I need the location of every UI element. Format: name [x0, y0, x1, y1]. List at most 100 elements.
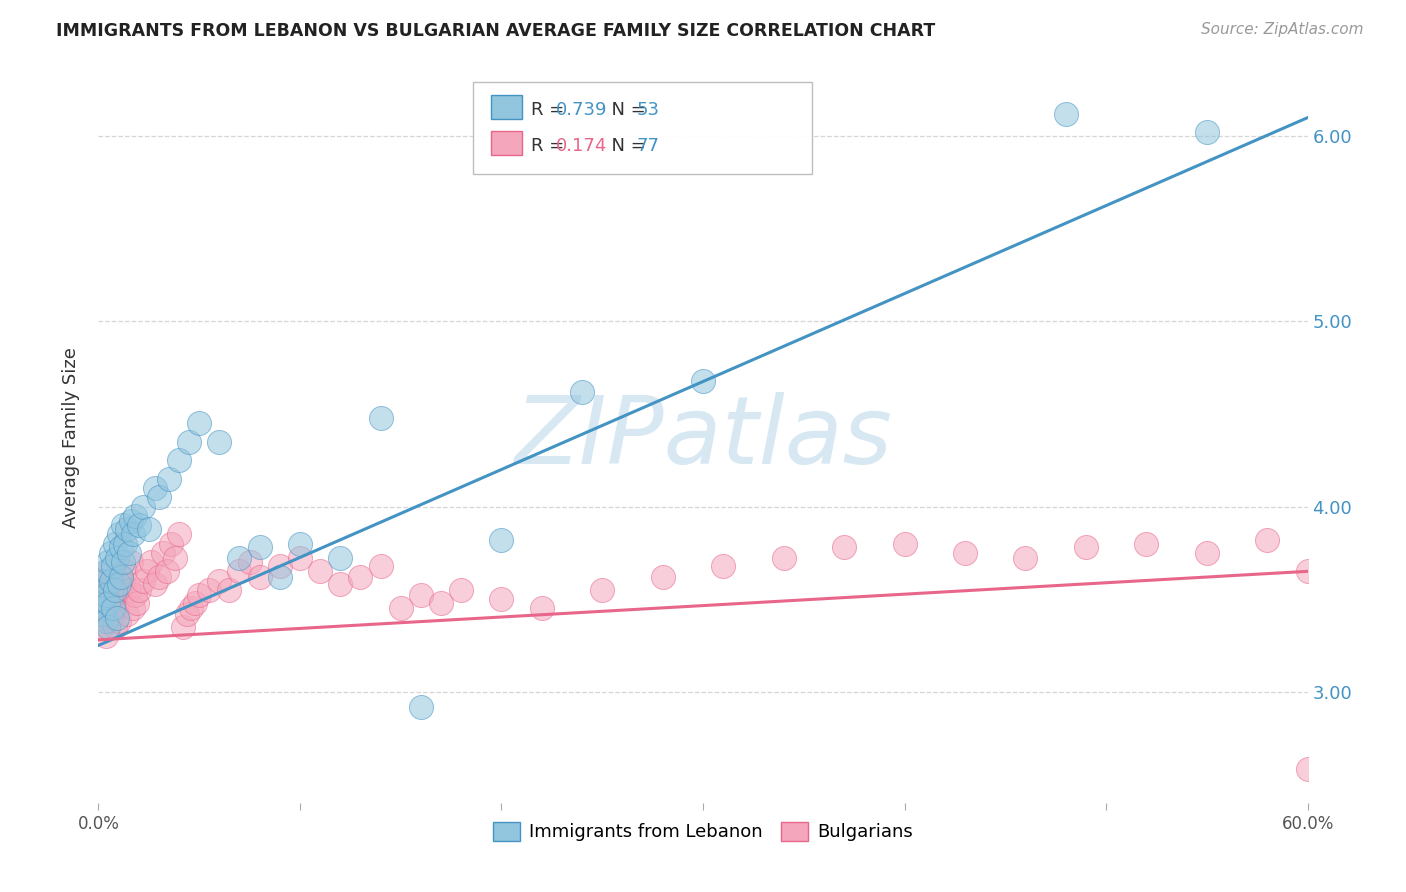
- Point: [124, 508, 146, 523]
- Point: [530, 601, 553, 615]
- Text: 0.739: 0.739: [555, 101, 607, 119]
- Point: [105, 574, 128, 588]
- Text: N =: N =: [600, 137, 652, 155]
- Point: [118, 582, 141, 597]
- Point: [208, 434, 231, 449]
- Point: [91, 620, 114, 634]
- Point: [110, 570, 132, 584]
- Point: [157, 472, 180, 486]
- Point: [188, 588, 211, 602]
- Point: [115, 522, 138, 536]
- Point: [1135, 536, 1157, 550]
- Point: [148, 490, 170, 504]
- Point: [121, 527, 143, 541]
- Point: [309, 565, 332, 579]
- FancyBboxPatch shape: [492, 131, 522, 155]
- Point: [97, 596, 120, 610]
- Point: [167, 453, 190, 467]
- Point: [96, 592, 118, 607]
- Point: [100, 615, 122, 629]
- Point: [491, 533, 513, 547]
- Point: [103, 588, 125, 602]
- Point: [172, 620, 194, 634]
- Point: [591, 582, 613, 597]
- Point: [114, 536, 136, 550]
- Point: [121, 601, 143, 615]
- Text: ZIPatlas: ZIPatlas: [515, 392, 891, 483]
- Point: [120, 514, 142, 528]
- Point: [288, 536, 311, 550]
- Point: [249, 570, 271, 584]
- Point: [96, 615, 118, 629]
- Point: [96, 565, 118, 579]
- Point: [132, 574, 155, 588]
- Point: [93, 574, 115, 588]
- Point: [156, 565, 179, 579]
- Text: IMMIGRANTS FROM LEBANON VS BULGARIAN AVERAGE FAMILY SIZE CORRELATION CHART: IMMIGRANTS FROM LEBANON VS BULGARIAN AVE…: [56, 22, 935, 40]
- Point: [111, 518, 134, 533]
- Point: [1054, 107, 1077, 121]
- Point: [124, 588, 146, 602]
- Point: [103, 582, 125, 597]
- Point: [132, 500, 155, 514]
- Point: [125, 596, 148, 610]
- Point: [110, 570, 132, 584]
- Point: [101, 601, 124, 615]
- Point: [97, 555, 120, 569]
- Point: [218, 582, 240, 597]
- Point: [163, 551, 186, 566]
- Point: [228, 551, 250, 566]
- Point: [120, 555, 142, 569]
- Point: [953, 546, 976, 560]
- Point: [329, 577, 352, 591]
- Text: 53: 53: [637, 101, 659, 119]
- Point: [692, 374, 714, 388]
- Text: N =: N =: [600, 101, 652, 119]
- Point: [143, 481, 166, 495]
- Point: [128, 582, 150, 597]
- Point: [188, 416, 211, 430]
- Point: [91, 582, 114, 597]
- Point: [198, 582, 221, 597]
- Point: [138, 522, 160, 536]
- Text: R =: R =: [531, 137, 571, 155]
- Point: [180, 601, 202, 615]
- Point: [107, 582, 129, 597]
- Point: [100, 582, 122, 597]
- Point: [269, 558, 291, 573]
- Point: [208, 574, 231, 588]
- Point: [97, 620, 120, 634]
- Point: [103, 536, 125, 550]
- Point: [118, 546, 141, 560]
- FancyBboxPatch shape: [492, 95, 522, 119]
- Point: [288, 551, 311, 566]
- Point: [97, 607, 120, 621]
- Legend: Immigrants from Lebanon, Bulgarians: Immigrants from Lebanon, Bulgarians: [486, 814, 920, 848]
- Point: [114, 565, 136, 579]
- Point: [1256, 533, 1278, 547]
- Point: [100, 546, 122, 560]
- Text: R =: R =: [531, 101, 571, 119]
- Point: [370, 410, 392, 425]
- Point: [97, 565, 120, 579]
- Point: [1195, 126, 1218, 140]
- Point: [115, 607, 138, 621]
- Point: [93, 582, 115, 597]
- Point: [111, 555, 134, 569]
- Point: [179, 434, 201, 449]
- Point: [349, 570, 371, 584]
- Point: [110, 541, 132, 555]
- Point: [89, 582, 111, 597]
- Point: [96, 588, 118, 602]
- Point: [135, 565, 157, 579]
- Point: [148, 570, 170, 584]
- Point: [176, 607, 198, 621]
- Point: [893, 536, 915, 550]
- Point: [450, 582, 472, 597]
- Text: 77: 77: [637, 137, 659, 155]
- Point: [105, 610, 128, 624]
- Point: [772, 551, 794, 566]
- Point: [105, 601, 128, 615]
- Point: [571, 384, 593, 399]
- Point: [239, 555, 262, 569]
